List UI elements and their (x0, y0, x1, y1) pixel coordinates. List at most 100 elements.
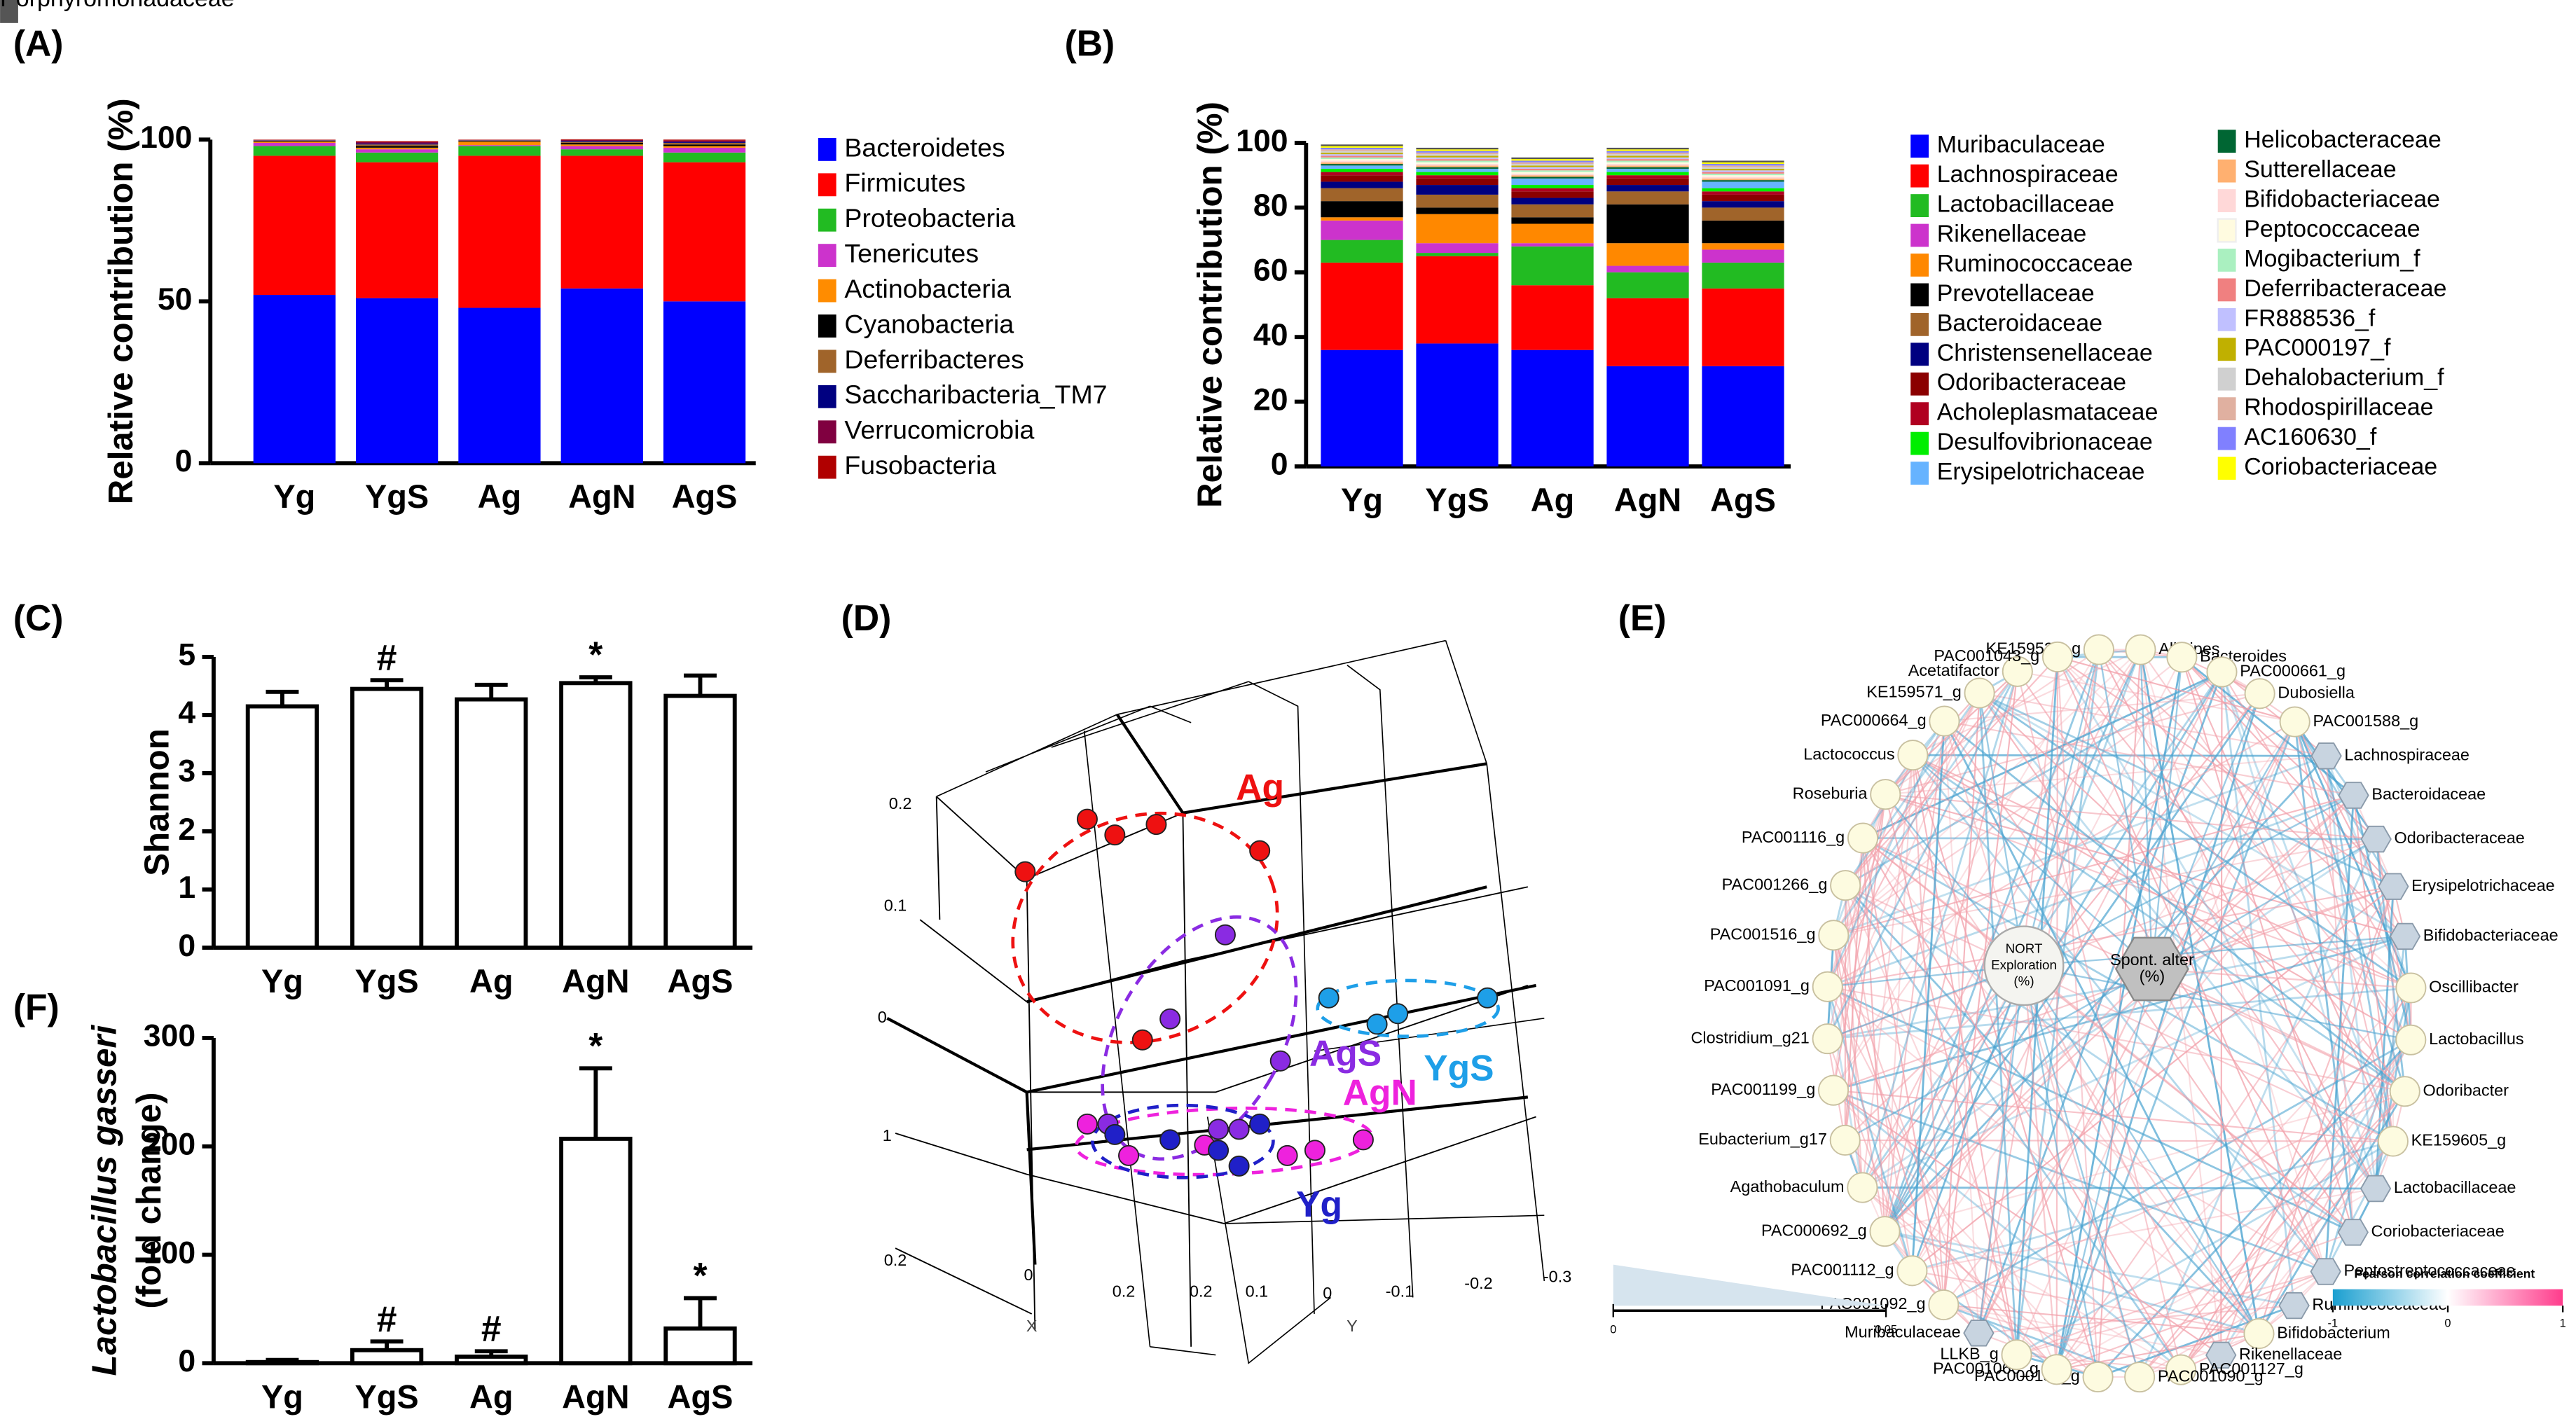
x-tick-label: Yg (1341, 482, 1383, 518)
legend-label: Actinobacteria (844, 274, 1011, 303)
edge (1885, 1091, 2406, 1233)
bar-segment (253, 146, 336, 156)
bar-segment (1606, 162, 1689, 165)
y-tick-label: 0 (1323, 1284, 1332, 1302)
legend-swatch (818, 244, 836, 268)
panel-label: (F) (13, 987, 60, 1027)
node (2310, 742, 2342, 770)
group-label: YgS (1424, 1048, 1494, 1088)
bar-segment (1321, 144, 1403, 146)
node (2206, 656, 2238, 688)
bar-segment (1321, 188, 1403, 202)
legend-label: Acholeplasmataceae (1937, 399, 2158, 426)
panel-label: (B) (1065, 22, 1115, 63)
bar-segment (1511, 165, 1594, 167)
bar-segment (1606, 265, 1689, 272)
bar-segment (1511, 246, 1594, 286)
x-tick-label: AgN (1614, 482, 1681, 518)
bar-segment (1511, 172, 1594, 174)
node (2395, 972, 2427, 1004)
edge (1884, 671, 2018, 1232)
node (2125, 634, 2156, 665)
y-tick-label: -0.2 (1464, 1274, 1492, 1292)
edge (2151, 885, 2394, 970)
edge (2140, 649, 2412, 1041)
node-label: Bifidobacteriaceae (2423, 926, 2558, 944)
bar-segment (1702, 366, 1784, 466)
node-label: Clostridium_g21 (1690, 1028, 1809, 1046)
bar-segment (1511, 188, 1594, 192)
edge (1845, 968, 2153, 1141)
edge (1827, 985, 2405, 1093)
node (1830, 870, 1861, 901)
significance-marker: # (377, 637, 397, 678)
y-axis-label: Lactobacillus gasseri (85, 1024, 124, 1376)
bar-segment (1606, 152, 1689, 155)
bar-segment (1416, 243, 1499, 254)
node (2166, 642, 2198, 673)
node-label: Lachnospiraceae (2344, 745, 2470, 763)
node (2244, 678, 2275, 710)
legend-swatch (818, 455, 836, 479)
edge (2016, 1231, 2354, 1356)
bar-segment (253, 141, 336, 142)
z-tick-label: 1 (883, 1126, 892, 1144)
edge (2220, 1039, 2412, 1356)
bar (559, 681, 633, 950)
node-label: Muribaculaceae (1845, 1322, 1960, 1341)
bar-segment (1511, 223, 1594, 244)
significance-marker: * (588, 635, 603, 675)
edge (1885, 794, 2260, 1334)
size-legend-label: 0 (1610, 1324, 1616, 1336)
edge (1912, 754, 2153, 970)
bar-segment (458, 146, 541, 156)
edge (2057, 656, 2394, 887)
y-tick-label: 1 (178, 871, 195, 905)
bar-segment (1702, 180, 1784, 182)
bar-segment (1702, 194, 1784, 202)
legend-label: Porphyromonadaceae (0, 0, 235, 12)
node-label: Peptostreptococcaceae (2343, 1261, 2515, 1280)
edge (1978, 965, 2025, 1334)
edge (2325, 756, 2377, 1189)
bar-segment (1511, 204, 1594, 218)
significance-marker: * (693, 1255, 708, 1296)
edge (1827, 986, 2260, 1334)
legend-label: Dehalobacterium_f (2244, 364, 2444, 391)
x-axis-label: X (1026, 1317, 1038, 1335)
center-node (2114, 936, 2189, 1002)
x-tick-label: Ag (469, 963, 514, 999)
bar-segment (1702, 168, 1784, 171)
edge (2294, 721, 2377, 840)
edge (1978, 692, 2412, 989)
bar-segment (1416, 147, 1499, 150)
x-tick-label: AgN (562, 963, 629, 999)
edge (1884, 721, 1945, 1232)
bar-segment (663, 139, 746, 141)
edge (1912, 754, 2099, 1378)
bar-segment (1511, 191, 1594, 198)
point (1076, 808, 1098, 830)
bar-segment (1416, 168, 1499, 172)
color-legend-title: Pearson correlation coefficient (2354, 1266, 2535, 1280)
point (1387, 1003, 1409, 1025)
point (1104, 1123, 1126, 1145)
x-tick-label: AgS (1710, 482, 1776, 518)
bar-segment (1511, 176, 1594, 179)
bar-segment (1416, 154, 1499, 156)
edge (2055, 987, 2412, 1371)
node (2377, 1126, 2409, 1157)
node (2337, 1219, 2369, 1246)
y-tick-label: 2 (178, 812, 195, 847)
point (1366, 1013, 1388, 1035)
point (1249, 840, 1271, 861)
node (1869, 1216, 1901, 1247)
edge (1943, 720, 2406, 1093)
bar-segment (1321, 147, 1403, 150)
edge (2056, 656, 2327, 1272)
edge (2181, 657, 2354, 1233)
node-label: Lactobacillaceae (2394, 1178, 2516, 1196)
x-tick-label: 0 (1024, 1266, 1033, 1284)
point (1208, 1140, 1230, 1161)
